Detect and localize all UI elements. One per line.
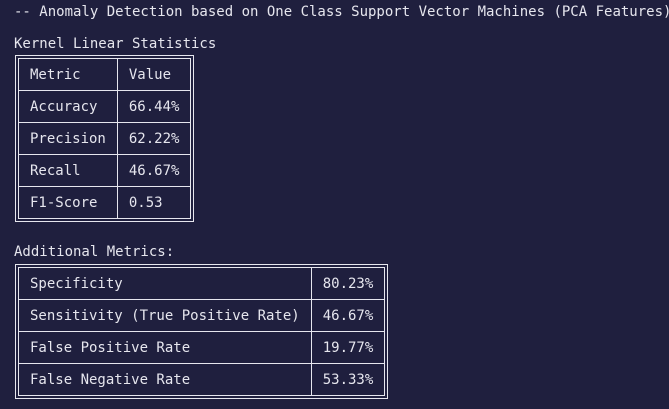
table-row: Precision 62.22% — [18, 122, 192, 155]
metric-value: 53.33% — [310, 363, 386, 396]
metric-value: 19.77% — [310, 331, 386, 364]
kernel-statistics-table: Metric Value Accuracy 66.44% Precision 6… — [18, 58, 192, 219]
additional-metrics-table-frame: Specificity 80.23% Sensitivity (True Pos… — [15, 264, 389, 399]
table-header-row: Metric Value — [18, 58, 192, 91]
metric-name: False Negative Rate — [18, 363, 312, 396]
additional-metrics-title: Additional Metrics: — [14, 244, 175, 260]
table-row: False Negative Rate 53.33% — [18, 363, 386, 396]
table-row: Specificity 80.23% — [18, 267, 386, 300]
table-row: Sensitivity (True Positive Rate) 46.67% — [18, 299, 386, 332]
metric-value: 46.67% — [116, 154, 192, 187]
table-row: F1-Score 0.53 — [18, 186, 192, 219]
table-row: False Positive Rate 19.77% — [18, 331, 386, 364]
metric-value: 62.22% — [116, 122, 192, 155]
metric-value: 80.23% — [310, 267, 386, 300]
column-header-metric: Metric — [18, 58, 118, 91]
metric-name: Precision — [18, 122, 118, 155]
metric-name: Sensitivity (True Positive Rate) — [18, 299, 312, 332]
column-header-value: Value — [116, 58, 192, 91]
table-row: Accuracy 66.44% — [18, 90, 192, 123]
kernel-statistics-title: Kernel Linear Statistics — [14, 36, 217, 52]
metric-name: False Positive Rate — [18, 331, 312, 364]
metric-value: 46.67% — [310, 299, 386, 332]
metric-name: Specificity — [18, 267, 312, 300]
metric-name: Recall — [18, 154, 118, 187]
metric-name: Accuracy — [18, 90, 118, 123]
kernel-statistics-table-frame: Metric Value Accuracy 66.44% Precision 6… — [15, 55, 195, 222]
additional-metrics-table: Specificity 80.23% Sensitivity (True Pos… — [18, 267, 386, 396]
metric-name: F1-Score — [18, 186, 118, 219]
report-header: -- Anomaly Detection based on One Class … — [14, 4, 669, 20]
metric-value: 66.44% — [116, 90, 192, 123]
table-row: Recall 46.67% — [18, 154, 192, 187]
metric-value: 0.53 — [116, 186, 192, 219]
